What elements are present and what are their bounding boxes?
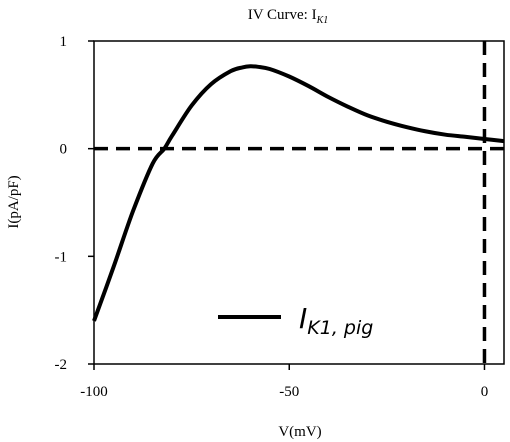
y-axis: -2 -1 0 1 [55,34,94,373]
series-line-ik1-pig [92,64,505,322]
chart-title-main: IV Curve: I [248,7,317,23]
y-tick-label: 0 [60,142,68,158]
x-axis-label: V(mV) [278,424,321,440]
chart-title-subscript: K1 [316,15,329,26]
legend-label-main: I [299,302,307,335]
y-tick-label: 1 [60,34,68,50]
legend-label: IK1, pig [299,302,373,339]
x-tick-label: 0 [481,384,489,400]
x-tick-label: -50 [279,384,299,400]
chart-title: IV Curve: IK1 [248,7,329,26]
series-group [92,64,505,322]
x-tick-label: -100 [80,384,108,400]
legend-label-subscript: K1, pig [307,317,373,339]
y-tick-label: -1 [55,249,68,265]
legend: IK1, pig [218,302,373,339]
x-axis: -100 -50 0 [80,364,488,400]
y-axis-label: I(pA/pF) [6,175,22,228]
y-tick-label: -2 [55,357,68,373]
plot-frame [93,40,505,365]
